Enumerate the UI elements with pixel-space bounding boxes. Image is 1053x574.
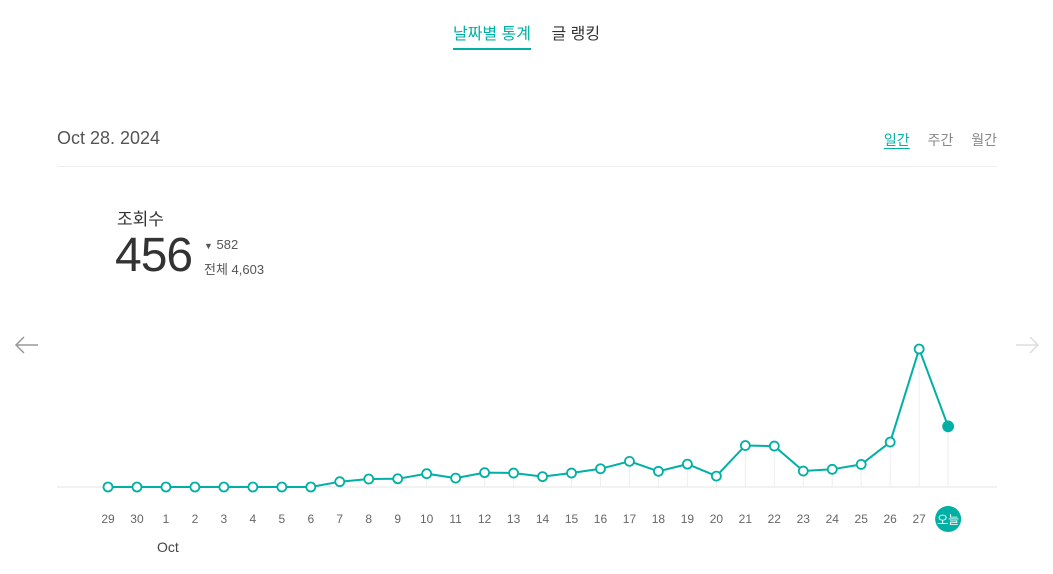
- metric-diff: ▼ 582: [204, 237, 238, 252]
- data-point: [131, 481, 143, 493]
- date-label: Oct 28. 2024: [57, 128, 161, 148]
- tab-daily-stats[interactable]: 날짜별 통계: [452, 20, 531, 50]
- data-point: [739, 440, 751, 451]
- data-point: [421, 468, 433, 480]
- data-point: [508, 467, 519, 479]
- tab-post-ranking[interactable]: 글 랭킹: [551, 26, 601, 43]
- metric-label: 조회수: [117, 210, 164, 229]
- tab-weekly[interactable]: 주간: [927, 132, 954, 148]
- data-point: [189, 481, 201, 493]
- data-point: [710, 470, 722, 482]
- x-tick-label: 17: [623, 512, 637, 526]
- x-tick-label: 18: [652, 512, 666, 526]
- data-point: [247, 481, 259, 493]
- data-point: [334, 476, 346, 488]
- metric-diff-value: 582: [216, 237, 239, 252]
- data-point: [653, 465, 664, 477]
- x-tick-label: 11: [449, 512, 462, 526]
- x-tick-label: 14: [536, 512, 550, 526]
- x-tick-label: 9: [394, 512, 401, 526]
- data-point: [363, 473, 375, 485]
- x-tick-label: 19: [681, 512, 695, 526]
- x-tick-label: 오늘: [937, 513, 959, 527]
- data-point: [450, 472, 462, 484]
- period-tabs: 일간 주간 월간: [870, 130, 997, 150]
- data-point: [479, 467, 491, 479]
- top-tab-bar: 날짜별 통계 글 랭킹: [0, 20, 1053, 50]
- data-point: [566, 467, 577, 479]
- x-tick-label: 12: [478, 512, 492, 526]
- x-tick-label: 8: [365, 512, 372, 526]
- next-arrow-icon[interactable]: [1014, 330, 1040, 365]
- x-tick-label: 30: [130, 512, 144, 526]
- data-point: [218, 481, 230, 493]
- data-point: [768, 440, 780, 452]
- data-point: [160, 481, 172, 493]
- month-label: Oct: [157, 539, 179, 555]
- tab-monthly[interactable]: 월간: [971, 132, 997, 148]
- x-tick-label: 3: [221, 512, 228, 526]
- data-point: [537, 471, 548, 483]
- x-tick-label: 26: [884, 512, 898, 526]
- data-point: [102, 481, 114, 493]
- metric-total: 전체 4,603: [204, 262, 265, 277]
- metric-value: 456: [115, 229, 193, 282]
- x-tick-label: 4: [250, 512, 257, 526]
- data-point: [913, 343, 925, 355]
- data-point: [595, 463, 606, 475]
- x-tick-label: 24: [826, 512, 840, 526]
- data-point: [797, 465, 809, 477]
- series-line: [108, 345, 950, 488]
- data-point: [682, 458, 693, 470]
- x-tick-label: 25: [855, 512, 869, 526]
- x-tick-label: 15: [565, 512, 579, 526]
- daily-views-chart: 29 30 1 2 3 4 5 6 7 8 9 10 11 12 13 14 15 16 17 18 19 20 21 22 2…: [57, 343, 997, 555]
- x-tick-label: 21: [739, 512, 753, 526]
- x-tick-label: 1: [163, 512, 170, 526]
- x-tick-label: 6: [307, 512, 314, 526]
- x-tick-label: 20: [710, 512, 724, 526]
- today-badge: [935, 506, 962, 532]
- data-point: [392, 473, 404, 485]
- x-tick-label: 29: [101, 512, 115, 526]
- data-point: [624, 455, 635, 467]
- tab-daily[interactable]: 일간: [883, 132, 910, 148]
- data-point: [826, 463, 838, 475]
- data-point: [855, 458, 867, 470]
- data-point: [305, 481, 317, 493]
- x-tick-label: 13: [507, 512, 521, 526]
- prev-arrow-icon[interactable]: [14, 330, 40, 365]
- data-point: [942, 420, 955, 433]
- down-triangle-icon: ▼: [204, 241, 213, 251]
- x-tick-label: 5: [278, 512, 285, 526]
- x-tick-label: 27: [912, 512, 926, 526]
- x-tick-label: 23: [797, 512, 811, 526]
- x-tick-label: 10: [420, 512, 434, 526]
- x-tick-label: 16: [594, 512, 608, 526]
- x-tick-label: 2: [192, 512, 199, 526]
- x-tick-label: 22: [768, 512, 782, 526]
- data-point: [276, 481, 288, 493]
- x-tick-label: 7: [336, 512, 343, 526]
- header-divider: [57, 166, 997, 167]
- data-point: [884, 436, 896, 448]
